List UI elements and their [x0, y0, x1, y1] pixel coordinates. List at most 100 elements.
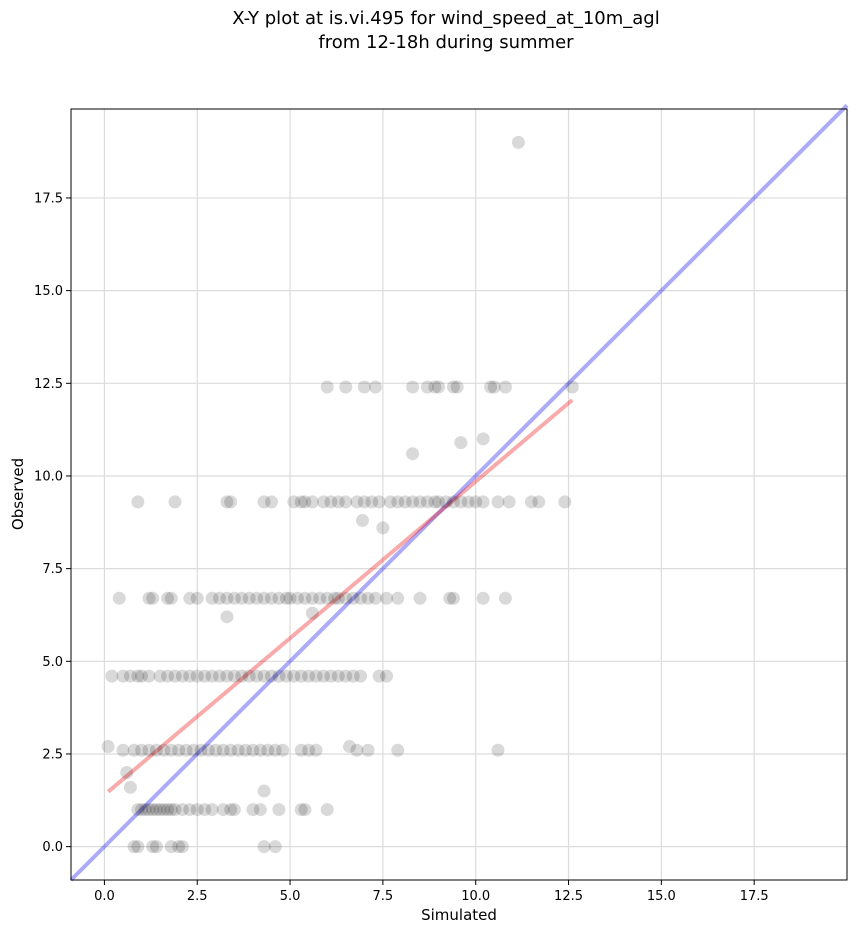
data-point	[532, 495, 546, 509]
data-point	[476, 591, 490, 605]
data-point	[357, 380, 371, 394]
data-point	[316, 669, 330, 683]
data-point	[361, 591, 375, 605]
x-tick-label: 2.5	[187, 889, 208, 904]
data-point	[135, 743, 149, 757]
data-point	[164, 840, 178, 854]
data-point	[261, 743, 275, 757]
chart-title-line-2: from 12-18h during summer	[318, 32, 574, 53]
data-point	[302, 669, 316, 683]
y-tick-label: 5.0	[42, 655, 63, 670]
chart-title-line-1: X-Y plot at is.vi.495 for wind_speed_at_…	[232, 8, 659, 29]
data-point	[305, 495, 319, 509]
data-point	[131, 840, 145, 854]
data-point	[112, 591, 126, 605]
data-point	[328, 591, 342, 605]
data-point	[272, 669, 286, 683]
data-point	[175, 669, 189, 683]
data-point	[454, 436, 468, 450]
x-tick-label: 15.0	[647, 889, 676, 904]
data-point	[127, 840, 141, 854]
data-point	[391, 591, 405, 605]
data-point	[257, 495, 271, 509]
data-point	[257, 784, 271, 798]
data-point	[309, 669, 323, 683]
data-point	[250, 669, 264, 683]
data-point	[305, 606, 319, 620]
data-point	[253, 803, 267, 817]
data-point	[316, 495, 330, 509]
data-point	[164, 591, 178, 605]
data-point	[235, 591, 249, 605]
data-point	[511, 135, 525, 149]
linear-fit-line	[106, 398, 574, 794]
data-point	[168, 495, 182, 509]
y-tick-label: 10.0	[34, 469, 63, 484]
data-point	[227, 591, 241, 605]
data-point	[350, 743, 364, 757]
data-point	[376, 521, 390, 535]
data-point	[361, 743, 375, 757]
data-point	[339, 495, 353, 509]
data-point	[331, 669, 345, 683]
data-point	[413, 495, 427, 509]
data-point	[498, 591, 512, 605]
data-point	[172, 743, 186, 757]
data-point	[298, 591, 312, 605]
data-point	[279, 669, 293, 683]
trend-lines	[69, 103, 849, 882]
data-point	[157, 743, 171, 757]
y-tick-label: 0.0	[42, 840, 63, 855]
data-point	[398, 495, 412, 509]
x-tick-label: 10.0	[461, 889, 490, 904]
data-point	[175, 840, 189, 854]
data-point	[406, 495, 420, 509]
data-point	[279, 591, 293, 605]
data-point	[239, 743, 253, 757]
data-point	[179, 743, 193, 757]
data-point	[201, 743, 215, 757]
x-tick-label: 7.5	[373, 889, 394, 904]
y-tick-label: 17.5	[34, 191, 63, 206]
data-point	[205, 669, 219, 683]
data-point	[290, 591, 304, 605]
data-point	[116, 743, 130, 757]
data-point	[498, 380, 512, 394]
data-point	[287, 669, 301, 683]
plot-frame	[70, 108, 848, 881]
data-point	[205, 803, 219, 817]
data-point	[190, 669, 204, 683]
data-point	[342, 740, 356, 754]
data-point	[224, 495, 238, 509]
data-point	[120, 766, 134, 780]
data-point	[242, 669, 256, 683]
data-point	[272, 591, 286, 605]
data-point	[355, 513, 369, 527]
data-point	[220, 495, 234, 509]
data-point	[439, 495, 453, 509]
data-point	[146, 803, 160, 817]
data-point	[350, 495, 364, 509]
data-point	[227, 803, 241, 817]
data-point	[187, 743, 201, 757]
data-point	[231, 743, 245, 757]
data-point	[157, 803, 171, 817]
data-point	[406, 447, 420, 461]
data-point	[391, 743, 405, 757]
data-point	[469, 495, 483, 509]
data-point	[149, 803, 163, 817]
data-point	[216, 803, 230, 817]
data-point	[339, 591, 353, 605]
data-point	[454, 495, 468, 509]
data-point	[357, 495, 371, 509]
data-point	[476, 495, 490, 509]
data-point	[268, 840, 282, 854]
data-point	[298, 495, 312, 509]
data-point	[413, 591, 427, 605]
data-point	[235, 669, 249, 683]
data-point	[142, 743, 156, 757]
data-point	[446, 495, 460, 509]
data-point	[149, 743, 163, 757]
y-axis-ticks: 0.0 2.5 5.0 7.5 10.0 12.5 15.0 17.5	[34, 191, 71, 855]
data-point	[131, 803, 145, 817]
